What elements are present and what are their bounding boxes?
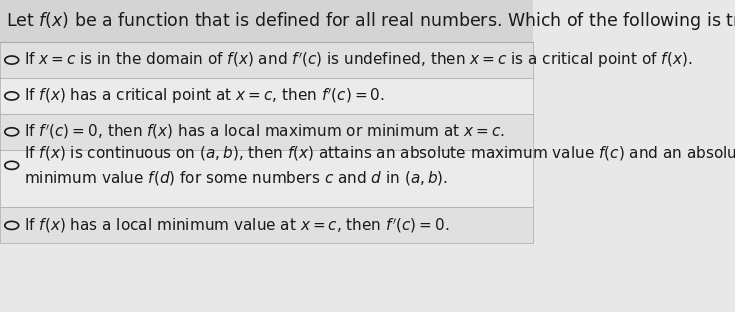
Text: If $f(x)$ has a critical point at $x = c$, then $f'(c) = 0$.: If $f(x)$ has a critical point at $x = c…	[24, 86, 385, 106]
FancyBboxPatch shape	[0, 78, 533, 114]
FancyBboxPatch shape	[0, 207, 533, 243]
Text: If $f(x)$ is continuous on $(a, b)$, then $f(x)$ attains an absolute maximum val: If $f(x)$ is continuous on $(a, b)$, the…	[24, 144, 735, 187]
Text: If $x = c$ is in the domain of $f(x)$ and $f'(c)$ is undefined, then $x = c$ is : If $x = c$ is in the domain of $f(x)$ an…	[24, 50, 692, 70]
Text: Let $f(x)$ be a function that is defined for all real numbers. Which of the foll: Let $f(x)$ be a function that is defined…	[7, 10, 735, 32]
FancyBboxPatch shape	[0, 0, 533, 42]
FancyBboxPatch shape	[0, 114, 533, 150]
FancyBboxPatch shape	[0, 42, 533, 78]
FancyBboxPatch shape	[0, 150, 533, 207]
Text: If $f'(c) = 0$, then $f(x)$ has a local maximum or minimum at $x = c$.: If $f'(c) = 0$, then $f(x)$ has a local …	[24, 123, 505, 141]
Text: If $f(x)$ has a local minimum value at $x = c$, then $f'(c) = 0$.: If $f(x)$ has a local minimum value at $…	[24, 216, 449, 235]
